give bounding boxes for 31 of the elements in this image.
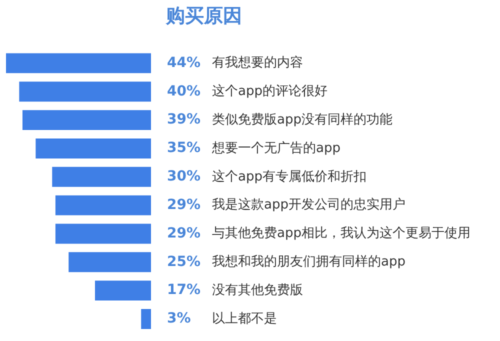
text: 购买原因 [166,4,242,29]
data-label: 44% [167,54,201,71]
bar [19,82,151,102]
bar [22,110,151,130]
data-label: 3% [167,310,191,327]
data-label: 39% [167,112,201,128]
y-tick-label: 想要一个无广告的app [211,140,340,156]
data-label: 30% [167,168,201,185]
bar [55,224,151,244]
bar [55,195,151,216]
y-tick-label: 类似免费版app没有同样的功能 [212,112,392,128]
y-tick-label: 我想和我的朋友们拥有同样的app [212,254,406,270]
data-label: 40% [167,83,201,100]
bar [94,280,151,301]
y-tick-label: 这个app的评论很好 [212,84,328,100]
bar [68,252,151,272]
bar [36,138,151,158]
y-tick-label: 有我想要的内容 [212,54,303,71]
bar [52,166,151,187]
data-label: 17% [167,282,201,298]
bar [6,53,151,74]
data-label: 29% [167,225,201,242]
y-tick-label: 这个app有专属低价和折扣 [212,169,366,184]
y-tick-label: 我是这款app开发公司的忠实用户 [212,198,406,213]
data-label: 35% [167,140,201,156]
data-label: 25% [167,254,201,270]
y-tick-label: 以上都不是 [212,311,277,326]
y-tick-label: 与其他免费app相比，我认为这个更易于使用 [212,226,470,242]
y-tick-label: 没有其他免费版 [212,282,303,298]
bar [141,309,151,329]
data-label: 29% [167,196,201,213]
